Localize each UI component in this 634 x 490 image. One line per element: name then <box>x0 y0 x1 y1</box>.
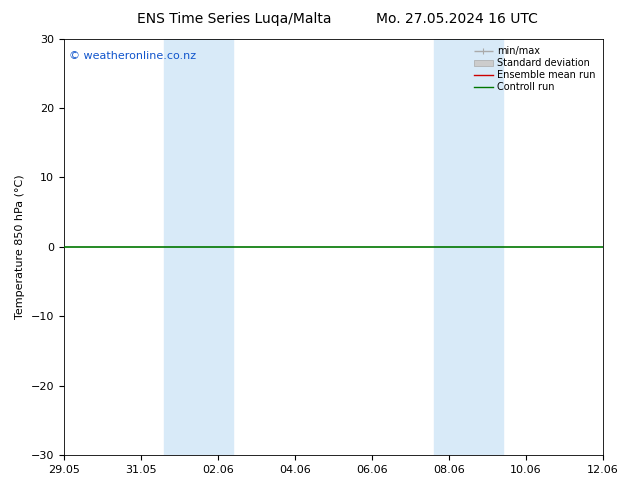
Y-axis label: Temperature 850 hPa (°C): Temperature 850 hPa (°C) <box>15 174 25 319</box>
Text: Mo. 27.05.2024 16 UTC: Mo. 27.05.2024 16 UTC <box>375 12 538 26</box>
Bar <box>434 39 465 455</box>
Bar <box>164 39 195 455</box>
Legend: min/max, Standard deviation, Ensemble mean run, Controll run: min/max, Standard deviation, Ensemble me… <box>470 44 598 95</box>
Text: ENS Time Series Luqa/Malta: ENS Time Series Luqa/Malta <box>138 12 332 26</box>
Bar <box>465 39 503 455</box>
Text: © weatheronline.co.nz: © weatheronline.co.nz <box>69 51 197 61</box>
Bar <box>195 39 233 455</box>
